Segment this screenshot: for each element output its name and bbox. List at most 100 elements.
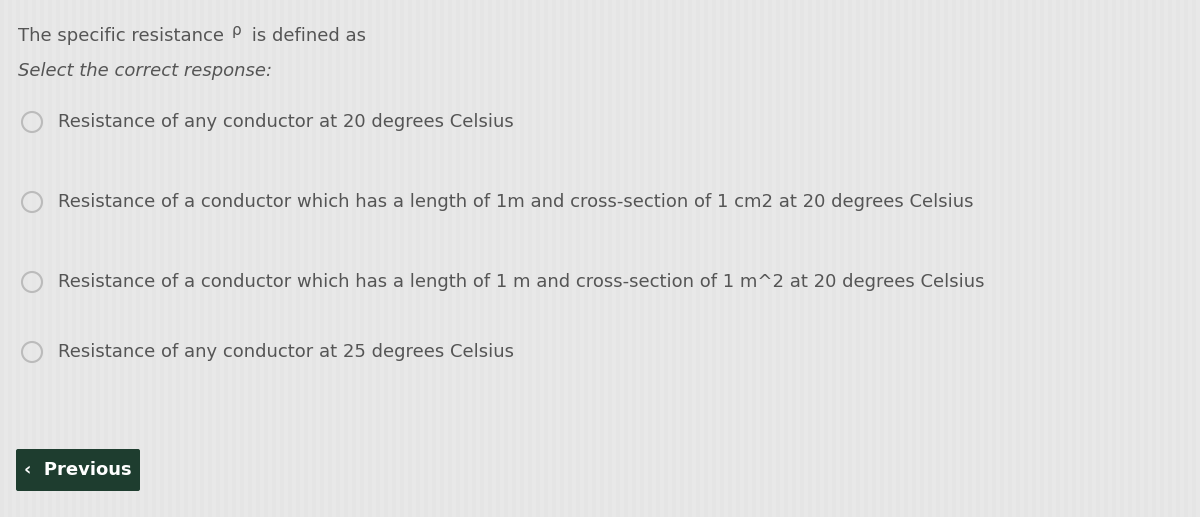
- Bar: [280, 0, 284, 517]
- Bar: [312, 0, 316, 517]
- Bar: [464, 0, 468, 517]
- Bar: [920, 0, 924, 517]
- Bar: [208, 0, 212, 517]
- Bar: [104, 0, 108, 517]
- Bar: [712, 0, 716, 517]
- Bar: [736, 0, 740, 517]
- Bar: [832, 0, 836, 517]
- Bar: [904, 0, 908, 517]
- Bar: [1192, 0, 1196, 517]
- Bar: [1152, 0, 1156, 517]
- Text: is defined as: is defined as: [246, 27, 366, 45]
- Bar: [1040, 0, 1044, 517]
- Text: Resistance of any conductor at 20 degrees Celsius: Resistance of any conductor at 20 degree…: [58, 113, 514, 131]
- Text: Select the correct response:: Select the correct response:: [18, 62, 272, 80]
- Bar: [1088, 0, 1092, 517]
- Bar: [1064, 0, 1068, 517]
- Bar: [192, 0, 196, 517]
- Bar: [760, 0, 764, 517]
- Bar: [544, 0, 548, 517]
- Bar: [240, 0, 244, 517]
- Bar: [1032, 0, 1036, 517]
- Bar: [216, 0, 220, 517]
- Bar: [584, 0, 588, 517]
- Bar: [552, 0, 556, 517]
- Bar: [856, 0, 860, 517]
- Bar: [56, 0, 60, 517]
- Bar: [232, 0, 236, 517]
- Bar: [336, 0, 340, 517]
- Text: ‹  Previous: ‹ Previous: [24, 461, 132, 479]
- Bar: [512, 0, 516, 517]
- Bar: [808, 0, 812, 517]
- Bar: [392, 0, 396, 517]
- Bar: [952, 0, 956, 517]
- Bar: [992, 0, 996, 517]
- Bar: [64, 0, 68, 517]
- Circle shape: [23, 113, 41, 131]
- Bar: [400, 0, 404, 517]
- Bar: [360, 0, 364, 517]
- Bar: [344, 0, 348, 517]
- Bar: [8, 0, 12, 517]
- Bar: [928, 0, 932, 517]
- Bar: [1168, 0, 1172, 517]
- Circle shape: [23, 343, 41, 361]
- Bar: [368, 0, 372, 517]
- Bar: [432, 0, 436, 517]
- Bar: [696, 0, 700, 517]
- Bar: [384, 0, 388, 517]
- Bar: [944, 0, 948, 517]
- Bar: [792, 0, 796, 517]
- Bar: [616, 0, 620, 517]
- Bar: [416, 0, 420, 517]
- Bar: [200, 0, 204, 517]
- Bar: [656, 0, 660, 517]
- Bar: [1056, 0, 1060, 517]
- Bar: [152, 0, 156, 517]
- Bar: [528, 0, 532, 517]
- Bar: [1000, 0, 1004, 517]
- Circle shape: [23, 273, 41, 291]
- Bar: [744, 0, 748, 517]
- Text: ρ: ρ: [232, 23, 241, 38]
- Bar: [536, 0, 540, 517]
- Bar: [296, 0, 300, 517]
- Bar: [112, 0, 116, 517]
- Bar: [1016, 0, 1020, 517]
- Bar: [720, 0, 724, 517]
- Bar: [840, 0, 844, 517]
- Bar: [32, 0, 36, 517]
- Bar: [424, 0, 428, 517]
- Bar: [1024, 0, 1028, 517]
- Bar: [264, 0, 268, 517]
- Bar: [0, 0, 4, 517]
- Bar: [688, 0, 692, 517]
- Bar: [816, 0, 820, 517]
- Bar: [560, 0, 564, 517]
- Bar: [800, 0, 804, 517]
- Bar: [304, 0, 308, 517]
- Bar: [504, 0, 508, 517]
- Bar: [936, 0, 940, 517]
- Text: The specific resistance: The specific resistance: [18, 27, 224, 45]
- Bar: [288, 0, 292, 517]
- Bar: [664, 0, 668, 517]
- Bar: [184, 0, 188, 517]
- Bar: [520, 0, 524, 517]
- Bar: [128, 0, 132, 517]
- Bar: [224, 0, 228, 517]
- Bar: [1128, 0, 1132, 517]
- Bar: [176, 0, 180, 517]
- Bar: [600, 0, 604, 517]
- Bar: [328, 0, 332, 517]
- Bar: [40, 0, 44, 517]
- Bar: [872, 0, 876, 517]
- Bar: [1176, 0, 1180, 517]
- Bar: [640, 0, 644, 517]
- Bar: [1096, 0, 1100, 517]
- Bar: [256, 0, 260, 517]
- Bar: [704, 0, 708, 517]
- Bar: [1136, 0, 1140, 517]
- Bar: [864, 0, 868, 517]
